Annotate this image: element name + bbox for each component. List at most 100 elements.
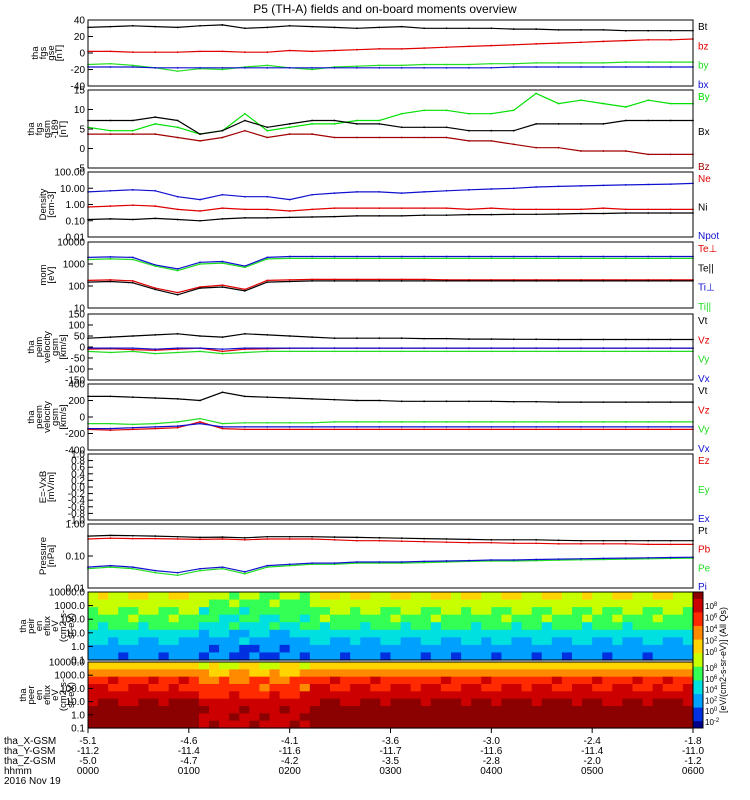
spectrogram-cell	[168, 607, 180, 616]
data-point	[669, 257, 672, 260]
spectrogram-cell	[481, 706, 492, 714]
spectrogram-cell	[561, 629, 573, 638]
colorbar-segment	[693, 717, 703, 722]
data-point	[490, 350, 493, 353]
spectrogram-cell	[319, 652, 331, 661]
spectrogram-cell	[531, 622, 543, 631]
y-tick-label: 1.0	[71, 642, 85, 653]
data-point	[624, 184, 627, 186]
data-point	[557, 347, 560, 349]
spectrogram-cell	[350, 599, 361, 608]
data-point	[602, 542, 605, 545]
data-point	[468, 208, 470, 211]
colorbar-segment	[693, 707, 703, 712]
spectrogram-cell	[360, 652, 371, 661]
y-tick-label: 200	[68, 396, 85, 407]
data-point	[423, 63, 426, 66]
spectrogram-cell	[501, 607, 513, 616]
spectrogram-cell	[592, 676, 603, 685]
spectrogram-cell	[168, 662, 180, 670]
spectrogram-cell	[178, 599, 190, 608]
spectrogram-cell	[420, 592, 432, 601]
colorbar-segment	[693, 646, 703, 651]
spectrogram-cell	[350, 607, 361, 616]
y-axis-label: [cm-3]	[46, 191, 57, 217]
spectrogram-cell	[592, 599, 603, 608]
spectrogram-cell	[128, 691, 140, 700]
data-point	[512, 400, 515, 403]
spectrogram-cell	[178, 614, 190, 623]
spectrogram-cell	[451, 592, 462, 601]
data-point	[221, 129, 224, 132]
data-point	[468, 257, 470, 260]
spectrogram-cell	[582, 644, 593, 654]
spectrogram-cell	[390, 720, 402, 729]
spectrogram-cell	[128, 592, 140, 601]
y-axis-label: fgs	[38, 46, 49, 59]
spectrogram-cell	[249, 669, 261, 678]
data-point	[311, 278, 313, 281]
spectrogram-cell	[380, 684, 392, 692]
data-point	[199, 567, 201, 570]
spectrogram-cell	[440, 698, 452, 707]
data-point	[490, 257, 493, 260]
spectrogram-cell	[239, 599, 250, 608]
spectrogram-cell	[561, 662, 573, 670]
spectrogram-cell	[299, 706, 311, 714]
spectrogram-cell	[481, 592, 492, 601]
data-point	[355, 426, 358, 428]
x-row-label: tha_Y-GSM	[4, 746, 55, 757]
spectrogram-cell	[410, 622, 422, 631]
spectrogram-cell	[88, 652, 99, 661]
spectrogram-cell	[582, 662, 593, 670]
data-point	[288, 255, 291, 258]
colorbar-tick-label: 106	[705, 675, 718, 684]
data-point	[647, 543, 650, 546]
spectrogram-cell	[158, 669, 170, 678]
data-point	[288, 126, 291, 129]
spectrogram-cell	[158, 607, 170, 616]
colorbar-segment	[693, 612, 703, 617]
data-point	[580, 542, 582, 545]
series-line-Ti||	[87, 257, 693, 272]
spectrogram-cell	[622, 706, 634, 714]
data-point	[624, 208, 627, 211]
spectrogram-cell	[319, 592, 331, 601]
spectrogram-cell	[461, 652, 472, 661]
y-tick-label: 0	[79, 413, 85, 424]
spectrogram-cell	[582, 614, 593, 623]
data-point	[221, 66, 224, 69]
data-point	[176, 332, 179, 335]
spectrogram-cell	[188, 599, 200, 608]
data-point	[624, 428, 627, 431]
data-point	[602, 29, 605, 31]
data-point	[176, 70, 179, 73]
spectrogram-cell	[108, 713, 119, 722]
data-point	[199, 219, 201, 222]
data-point	[400, 421, 403, 423]
y-tick-label: 0.6	[71, 463, 85, 474]
data-point	[512, 187, 515, 190]
data-point	[131, 534, 134, 537]
x-tick-label: -3.5	[382, 756, 400, 767]
spectrogram-cell	[279, 706, 291, 714]
spectrogram-cell	[612, 662, 624, 670]
data-point	[557, 542, 560, 545]
spectrogram-cell	[672, 622, 684, 631]
spectrogram-cell	[158, 706, 170, 714]
spectrogram-cell	[440, 676, 452, 685]
data-point	[669, 539, 672, 542]
spectrogram-cell	[98, 720, 109, 729]
spectrogram-cell	[642, 629, 654, 638]
spectrogram-cell	[188, 652, 200, 661]
spectrogram-cell	[380, 644, 392, 654]
spectrogram-cell	[400, 637, 412, 646]
y-axis-label: peem	[34, 405, 45, 429]
data-point	[669, 338, 672, 341]
data-point	[557, 146, 560, 149]
legend-label: Vx	[698, 444, 710, 455]
data-point	[378, 539, 381, 542]
panels: Btbzbybx40200-20-40thafgsgse[nT]ByBxBz15…	[18, 16, 719, 735]
data-point	[154, 66, 157, 69]
